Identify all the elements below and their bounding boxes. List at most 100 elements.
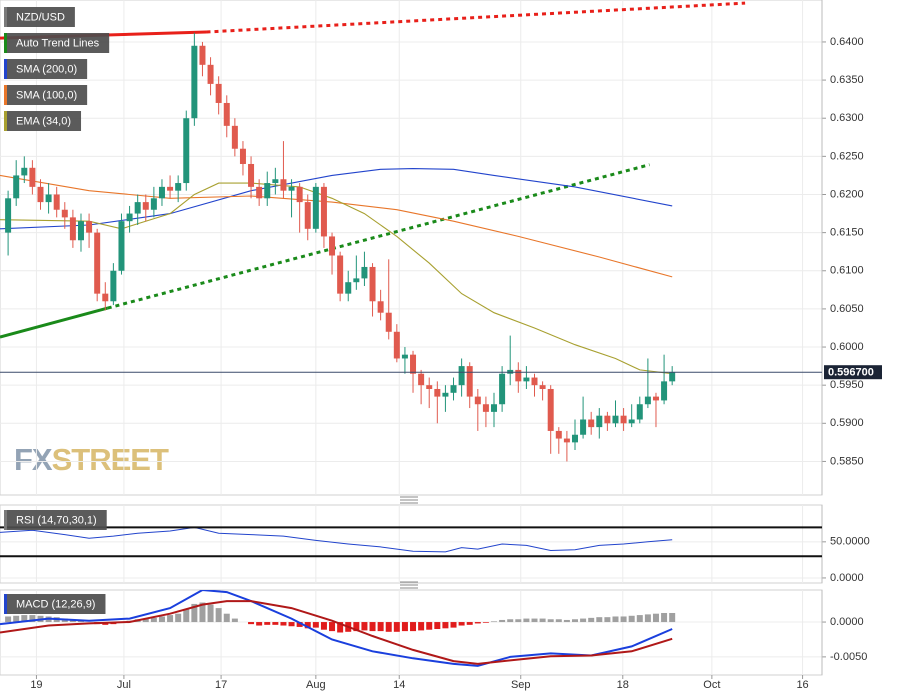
y-tick-label: 0.5900 [830,417,864,429]
watermark-fx: FX [14,442,53,477]
legend-label: NZD/USD [16,11,65,23]
legend-box [4,33,110,53]
candle-body [474,396,481,405]
histogram-bar [21,615,28,623]
histogram-bar [288,622,295,627]
indicator-line [0,174,673,278]
trend-line [107,163,650,310]
candle-body [183,118,190,184]
candle-body [369,266,376,302]
candle-body [620,415,627,424]
histogram-bar [547,619,554,623]
x-tick-label: 17 [215,679,227,691]
macd-line [0,600,673,665]
panel-handle[interactable] [400,496,418,504]
candle-body [491,404,498,412]
legend-box [4,510,107,530]
candle-body [231,125,238,149]
y-tick-label: 0.5950 [830,379,864,391]
histogram-bar [329,622,336,632]
histogram-bar [29,615,36,623]
candle-body [86,221,93,233]
legend-item: EMA (34,0) [4,111,82,131]
histogram-bar [482,622,489,623]
panel-handle[interactable] [400,581,418,589]
candle-body [191,45,198,119]
y-tick-label: 0.6400 [830,36,864,48]
candle-body [312,186,319,229]
candle-body [596,415,603,428]
legend-swatch [4,510,7,530]
histogram-bar [175,613,182,623]
trend-line [206,1,746,34]
trend-line [0,306,109,339]
watermark-street: STREET [52,442,169,477]
histogram-bar [523,618,530,623]
legend-label: SMA (100,0) [16,89,77,101]
histogram-bar [661,612,668,623]
x-tick-label: 14 [393,679,405,691]
candle-body [571,434,578,443]
candle-body [628,419,635,424]
histogram-bar [272,622,279,625]
histogram-bar [652,613,659,623]
candle-body [377,301,384,313]
histogram-bar [620,616,627,623]
candle-body [337,255,344,294]
candle-body [329,236,336,256]
candle-body [102,293,109,302]
legend-item: SMA (100,0) [4,85,88,105]
legend-label: EMA (34,0) [16,115,71,127]
x-tick-label: 19 [30,679,42,691]
candle-body [199,45,206,65]
histogram-bar [353,622,360,632]
legend-box [4,59,88,79]
candle-body [434,388,441,397]
plot [0,526,673,553]
histogram-bar [77,620,84,623]
y-tick-label: 0.6200 [830,188,864,200]
histogram-bar [628,615,635,623]
histogram-bar [248,622,255,625]
histogram-bar [466,622,473,625]
legend-swatch [4,59,7,79]
last-price-box [824,365,882,380]
legend-box [4,7,75,27]
candle-body [466,366,473,397]
indicator-line [0,168,673,230]
histogram-bar [401,622,408,632]
histogram-bar [256,622,263,626]
histogram-bar [207,604,214,623]
candle-body [21,167,28,176]
candle-body [353,278,360,283]
histogram-bar [312,622,319,628]
candle-body [410,354,417,374]
candle-body [499,373,506,405]
y-tick-label: 0.6050 [830,303,864,315]
candle-body [215,83,222,103]
candle-body [361,266,368,279]
candle-body [515,369,522,382]
histogram-bar [264,622,271,625]
candle-body [53,194,60,210]
histogram-bar [442,622,449,629]
histogram-bar [223,613,230,623]
candle-body [280,179,287,191]
histogram-bar [644,614,651,623]
histogram-bar [410,622,417,632]
legend-item: Auto Trend Lines [4,33,110,53]
candle-body [5,198,12,233]
candle-body [94,232,101,294]
y-tick-label: 0.0000 [830,572,864,584]
histogram-bar [604,617,611,623]
histogram-bar [296,622,303,627]
x-tick-label: Sep [511,679,531,691]
histogram-bar [571,619,578,623]
y-tick-label: 0.6250 [830,150,864,162]
legend-item: MACD (12,26,9) [4,594,106,614]
candle-body [401,354,408,359]
candle-body [547,388,554,431]
histogram-bar [167,615,174,623]
